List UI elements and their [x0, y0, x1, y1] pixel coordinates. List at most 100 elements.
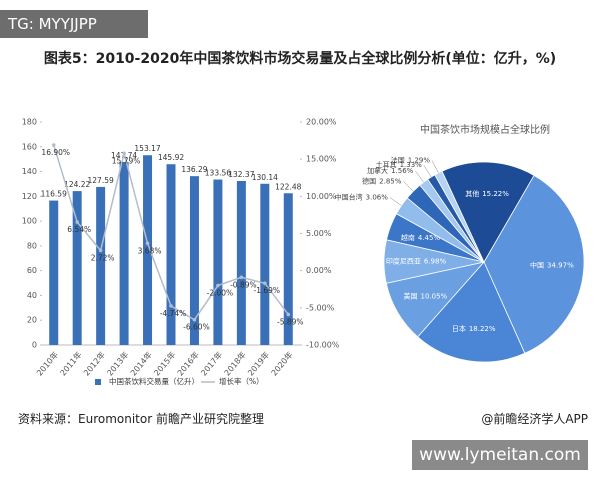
bar — [119, 161, 129, 345]
pie-slice — [417, 261, 526, 363]
y-tick-label: 80 — [27, 241, 37, 250]
y2-tick-label: 0.00% — [306, 266, 332, 275]
pie-label: 日本 18.22% — [452, 324, 496, 333]
x-tick-label: 2017年 — [198, 349, 224, 377]
y-tick-label: 140 — [22, 167, 37, 176]
y-tick-label: 0 — [32, 341, 37, 350]
y-tick-label: 60 — [27, 266, 37, 275]
source: 资料来源：Euromonitor 前瞻产业研究院整理 — [18, 412, 264, 426]
y-tick-label: 40 — [27, 291, 37, 300]
x-tick-label: 2015年 — [152, 349, 178, 377]
growth-point — [263, 281, 267, 286]
pie-category: 越南 — [401, 233, 415, 242]
pie-label: 美国 10.05% — [403, 291, 447, 300]
growth-point — [145, 241, 150, 246]
bar-value-label: 122.48 — [275, 182, 301, 191]
pie-value-label: 34.97% — [547, 262, 574, 270]
y2-tick-label: 20.00% — [306, 118, 337, 127]
pie-category: 法国 — [391, 156, 405, 165]
pie-category: 其他 — [465, 189, 479, 198]
pie-category: 印度尼西亚 — [386, 257, 421, 266]
bar-value-label: 136.29 — [181, 165, 207, 174]
pie-value-label: 1.29% — [408, 157, 431, 165]
leader-line — [403, 181, 414, 192]
bar — [143, 155, 153, 345]
bar-value-label: 132.37 — [228, 170, 254, 179]
leader-line — [415, 170, 424, 183]
growth-value-label: -1.69% — [254, 286, 281, 295]
y2-tick-label: 15.00% — [306, 155, 337, 164]
growth-value-label: 16.90% — [41, 148, 70, 157]
pie-value-label: 18.22% — [469, 325, 496, 333]
bar — [96, 186, 106, 345]
y2-tick-label: -5.00% — [306, 303, 335, 312]
leader-line — [423, 165, 432, 178]
pie-category: 加拿大 — [367, 166, 388, 175]
x-tick-label: 2019年 — [245, 349, 271, 377]
bar-value-label: 116.59 — [41, 190, 67, 199]
growth-value-label: 3.68% — [138, 246, 162, 255]
pie-category: 美国 — [403, 291, 417, 300]
x-tick-label: 2016年 — [175, 349, 201, 377]
y2-tick-label: 5.00% — [306, 229, 332, 238]
pie-value-label: 2.85% — [379, 177, 402, 185]
y-tick-label: 120 — [22, 192, 37, 201]
bar-value-label: 124.22 — [64, 180, 90, 189]
pie-category: 土耳其 — [376, 160, 397, 169]
growth-value-label: 15.79% — [112, 156, 141, 165]
pie-label: 印度尼西亚 6.98% — [386, 257, 447, 266]
x-tick-label: 2010年 — [34, 349, 60, 377]
bar — [166, 164, 176, 345]
pie-value-label: 3.06% — [366, 194, 389, 202]
pie-category: 中国台湾 — [335, 193, 363, 202]
growth-point — [169, 304, 173, 308]
y-tick-label: 160 — [22, 142, 37, 151]
pie-slice — [483, 174, 585, 354]
growth-value-label: -6.60% — [183, 323, 210, 332]
pie-label: 加拿大 1.56% — [367, 166, 414, 175]
pie-value-label: 15.22% — [482, 190, 509, 198]
bar — [236, 181, 246, 345]
bar — [283, 193, 293, 345]
x-tick-label: 2020年 — [269, 349, 295, 377]
pie-label: 中国 34.97% — [530, 261, 574, 270]
legend-label: 中国茶饮料交易量（亿升） — [109, 376, 199, 386]
pie-title: 中国茶饮市场规模占全球比例 — [420, 123, 550, 136]
growth-value-label: -5.89% — [277, 317, 304, 326]
leader-line — [389, 197, 402, 206]
pie-label: 法国 1.29% — [391, 156, 431, 165]
bar-value-label: 127.59 — [88, 176, 114, 185]
growth-point — [75, 220, 79, 224]
watermark: www.lymeitan.com — [412, 440, 588, 470]
growth-point — [239, 275, 244, 280]
figure-title: 图表5：2010-2020年中国茶饮料市场交易量及占全球比例分析(单位：亿升，%… — [43, 51, 557, 67]
growth-point — [216, 283, 220, 288]
legend-label: 增长率（%） — [219, 376, 264, 386]
growth-value-label: 6.54% — [67, 225, 91, 234]
y2-tick-label: 10.00% — [306, 192, 337, 201]
pie-category: 德国 — [362, 176, 376, 185]
growth-point — [98, 248, 103, 253]
pie-value-label: 4.45% — [418, 234, 441, 242]
bar-value-label: 133.56 — [205, 169, 231, 178]
pie-label: 越南 4.45% — [401, 233, 441, 242]
growth-value-label: -4.74% — [160, 309, 187, 318]
y-tick-label: 180 — [22, 118, 37, 127]
pie-category: 中国 — [530, 261, 544, 270]
bar — [213, 179, 223, 345]
bar — [189, 176, 199, 345]
pie-value-label: 1.56% — [391, 167, 414, 175]
pie-slice — [441, 161, 535, 263]
legend-swatch — [95, 379, 101, 385]
bar-value-label: 153.17 — [134, 144, 160, 153]
y-tick-label: 20 — [27, 316, 37, 325]
pie-label: 其他 15.22% — [465, 189, 509, 198]
bar — [72, 191, 82, 345]
growth-point — [122, 151, 126, 156]
growth-point — [286, 312, 291, 317]
y-tick-label: 100 — [22, 217, 37, 226]
pie-value-label: 6.98% — [424, 258, 447, 266]
x-tick-label: 2014年 — [128, 349, 154, 377]
y2-tick-label: -10.00% — [306, 341, 340, 350]
